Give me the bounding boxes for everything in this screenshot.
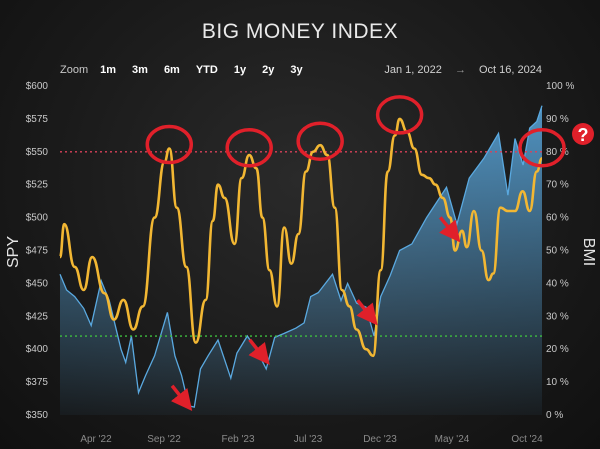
y-left-tick-label: $600 — [26, 81, 49, 92]
y-right-tick-label: 60 % — [546, 213, 569, 224]
zoom-1y-button[interactable]: 1y — [233, 64, 247, 76]
y-right-tick-label: 40 % — [546, 278, 569, 289]
y-right-tick-label: 70 % — [546, 180, 569, 191]
x-tick-label: Jul '23 — [294, 434, 323, 445]
date-range-end[interactable]: Oct 16, 2024 — [479, 64, 542, 76]
zoom-ytd-button[interactable]: YTD — [195, 64, 218, 76]
peak-highlight-circle — [375, 95, 424, 135]
y-left-tick-label: $400 — [26, 344, 49, 355]
red-arrow-icon — [170, 384, 193, 411]
y-right-tick-label: 30 % — [546, 311, 569, 322]
zoom-label: Zoom — [60, 64, 89, 76]
y-right-tick-label: 100 % — [546, 81, 574, 92]
x-tick-label: May '24 — [435, 434, 470, 445]
chart-title: BIG MONEY INDEX — [201, 20, 399, 43]
zoom-3y-button[interactable]: 3y — [290, 64, 303, 76]
red-arrow-icon — [356, 299, 378, 326]
date-range: Jan 1, 2022 → Oct 16, 2024 — [384, 64, 542, 76]
y-right-tick-label: 20 % — [546, 344, 569, 355]
y-right-axis-label: BMI — [580, 238, 597, 266]
peak-highlight-circle — [296, 121, 344, 161]
y-left-tick-label: $375 — [26, 377, 49, 388]
red-arrow-icon — [438, 216, 461, 243]
date-range-start[interactable]: Jan 1, 2022 — [384, 64, 442, 76]
y-left-tick-label: $550 — [26, 147, 49, 158]
x-tick-label: Oct '24 — [511, 434, 543, 445]
zoom-bar: Zoom 1m 3m 6m YTD 1y 2y 3y — [60, 64, 319, 76]
x-tick-label: Dec '23 — [363, 434, 397, 445]
y-right-tick-label: 50 % — [546, 246, 569, 257]
y-right-tick-label: 90 % — [546, 114, 569, 125]
x-tick-label: Sep '22 — [147, 434, 181, 445]
bmi-series-line — [58, 117, 543, 358]
y-left-tick-label: $575 — [26, 114, 49, 125]
y-left-tick-label: $450 — [26, 278, 49, 289]
x-tick-label: Apr '22 — [80, 434, 112, 445]
y-left-tick-label: $500 — [26, 213, 49, 224]
zoom-2y-button[interactable]: 2y — [262, 64, 275, 76]
question-mark-text: ? — [578, 125, 589, 145]
peak-highlight-circle — [225, 128, 273, 168]
peak-highlight-circle — [518, 128, 566, 168]
y-left-axis-label: SPY — [5, 236, 22, 268]
zoom-3m-button[interactable]: 3m — [132, 64, 148, 76]
spy-area — [60, 105, 542, 415]
zoom-6m-button[interactable]: 6m — [163, 64, 180, 76]
zoom-1m-button[interactable]: 1m — [100, 64, 117, 76]
y-right-tick-label: 80 % — [546, 147, 569, 158]
date-range-arrow-icon: → — [454, 64, 466, 76]
peak-highlight-circle — [145, 124, 194, 165]
x-tick-label: Feb '23 — [221, 434, 254, 445]
y-left-tick-label: $350 — [26, 410, 49, 421]
y-right-tick-label: 0 % — [546, 410, 563, 421]
y-left-tick-label: $475 — [26, 246, 49, 257]
question-mark-icon — [572, 123, 594, 145]
red-arrow-icon — [248, 338, 270, 365]
y-left-tick-label: $425 — [26, 311, 49, 322]
y-right-tick-label: 10 % — [546, 377, 569, 388]
y-left-tick-label: $525 — [26, 180, 49, 191]
